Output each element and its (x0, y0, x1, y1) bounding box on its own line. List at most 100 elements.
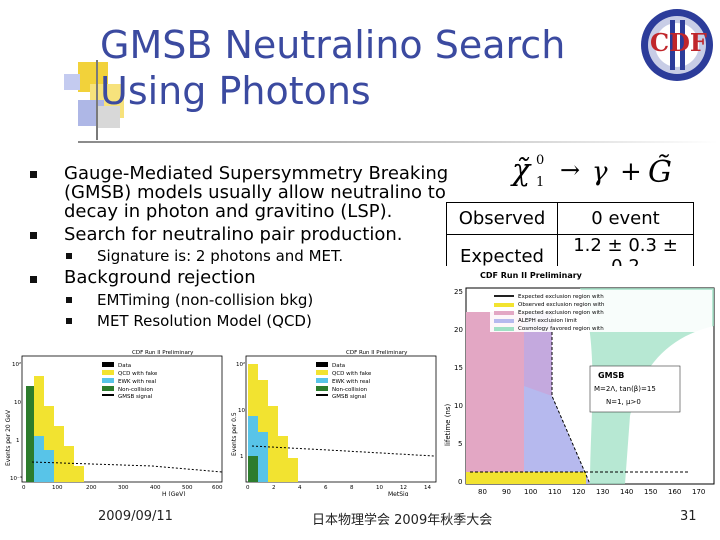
observed-value: 0 event (557, 202, 694, 235)
table-row: Observed 0 event (446, 202, 694, 235)
y-axis-label: Events per 20 GeV (5, 409, 12, 466)
svg-text:χ̃: χ̃ (510, 153, 532, 188)
y-tick-label: 10 (238, 408, 245, 414)
bullet-marker (30, 232, 37, 239)
y-tick-label: 10 (14, 400, 21, 406)
legend-entry: QCD with fake (118, 371, 158, 377)
deco-square-grey (98, 106, 120, 128)
x-tick-label: 12 (400, 485, 407, 491)
x-tick-label: 8 (350, 485, 354, 491)
x-tick-label: 300 (118, 485, 129, 491)
bullet-marker (30, 171, 37, 178)
legend-entry: Cosmology favored region with (518, 326, 604, 332)
legend-entry: Expected exclusion region with (518, 310, 604, 316)
observed-label: Observed (446, 202, 558, 235)
plot-header: CDF Run II Preliminary (480, 271, 583, 280)
svg-text:→: → (560, 156, 580, 184)
x-tick-label: 140 (620, 488, 633, 496)
y-tick-label: 10 (454, 402, 463, 410)
legend-entry: QCD with fake (332, 371, 372, 377)
bullet-emtiming: EMTiming (non-collision bkg) (97, 291, 314, 309)
bullet-met-resolution: MET Resolution Model (QCD) (97, 312, 312, 330)
x-tick-label: 500 (182, 485, 193, 491)
x-tick-label: 170 (692, 488, 705, 496)
title-line-2: Using Photons (100, 69, 371, 113)
x-tick-label: 100 (524, 488, 537, 496)
y-tick-label: 10² (236, 361, 245, 368)
bullet-search: Search for neutralino pair production. (64, 224, 403, 245)
histogram-metsig: Data QCD with fake EWK with real Non-col… (228, 346, 440, 496)
bullet-marker (30, 276, 37, 283)
plot-header: CDF Run II Preliminary (346, 350, 408, 356)
x-tick-label: 80 (478, 488, 487, 496)
x-tick-label: 150 (644, 488, 657, 496)
svg-text:G̃: G̃ (648, 155, 672, 190)
deco-square-blue-2 (64, 74, 80, 90)
logo-text: CDF (650, 28, 707, 57)
legend-entry: Data (118, 363, 131, 369)
x-axis-label: H (GeV) (162, 491, 186, 496)
title-underline (78, 141, 718, 143)
bullet-gmsb: Gauge-Mediated Supersymmetry Breaking (G… (64, 163, 449, 222)
svg-text:1: 1 (536, 175, 544, 190)
cdf-logo: CDF (638, 6, 716, 84)
legend-entry: GMSB signal (118, 394, 153, 400)
x-tick-label: 400 (150, 485, 161, 491)
y-tick-labels: 25 20 15 10 5 0 (454, 288, 463, 486)
legend-entry: Non-collision (332, 387, 368, 393)
x-tick-label: 10 (376, 485, 383, 491)
x-tick-labels: 80 90 100 110 120 130 140 150 160 170 (478, 488, 705, 496)
footer-meeting: 日本物理学会 2009年秋季大会 (312, 513, 493, 528)
x-tick-label: 2 (272, 485, 276, 491)
plot-header: CDF Run II Preliminary (132, 350, 194, 356)
x-tick-label: 120 (572, 488, 585, 496)
svg-text:+: + (620, 157, 642, 187)
title-line-1: GMSB Neutralino Search (100, 23, 566, 67)
sub-bullet-marker (66, 253, 72, 259)
legend-entry: GMSB signal (332, 394, 367, 400)
x-tick-label: 110 (548, 488, 561, 496)
x-tick-label: 200 (86, 485, 97, 491)
legend-entry: Data (332, 363, 345, 369)
bullet-signature: Signature is: 2 photons and MET. (97, 247, 344, 265)
legend-entry: Non-collision (118, 387, 154, 393)
x-tick-label: 130 (596, 488, 609, 496)
y-tick-label: 1 (16, 438, 20, 444)
x-tick-label: 4 (298, 485, 302, 491)
svg-text:γ: γ (592, 157, 608, 187)
x-tick-label: 160 (668, 488, 681, 496)
y-tick-label: 15 (454, 364, 463, 372)
legend-entry: EWK with real (332, 379, 371, 385)
footer-page-number: 31 (680, 509, 697, 524)
y-axis-label: Events per 0.5 (231, 412, 238, 456)
x-tick-label: 0 (22, 485, 26, 491)
model-box-line: M=2Λ, tan(β)=15 (594, 385, 656, 393)
y-tick-label: 25 (454, 288, 463, 296)
slide-title: GMSB Neutralino Search Using Photons (100, 22, 620, 114)
x-tick-label: 6 (324, 485, 328, 491)
model-box-line: N=1, μ>0 (606, 398, 641, 406)
y-tick-label: 10² (12, 361, 21, 368)
sub-bullet-marker (66, 318, 72, 324)
y-tick-label: 0 (458, 478, 462, 486)
y-tick-label: 10⁻¹ (10, 475, 22, 482)
deco-vertical-line (96, 60, 98, 140)
sub-bullet-marker (66, 297, 72, 303)
x-tick-label: 14 (424, 485, 431, 491)
legend-entry: Observed exclusion region with (518, 302, 605, 308)
y-tick-label: 20 (454, 326, 463, 334)
x-tick-label: 100 (52, 485, 63, 491)
legend-entry: ALEPH exclusion limit (518, 318, 578, 324)
y-axis-label: lifetime (ns) (444, 403, 452, 446)
legend-entry: Expected exclusion region with (518, 294, 604, 300)
y-tick-label: 5 (458, 440, 462, 448)
x-axis-label: MetSig (388, 491, 409, 496)
x-tick-label: 90 (502, 488, 511, 496)
x-tick-label: 0 (246, 485, 250, 491)
exclusion-plot: GMSB M=2Λ, tan(β)=15 N=1, μ>0 Expected e… (440, 266, 716, 498)
decay-formula: χ̃ 0 1 → γ + G̃ (510, 148, 710, 190)
svg-text:0: 0 (536, 153, 544, 168)
footer-date: 2009/09/11 (98, 509, 173, 524)
model-box-line: GMSB (598, 371, 624, 380)
y-tick-label: 1 (240, 454, 244, 460)
